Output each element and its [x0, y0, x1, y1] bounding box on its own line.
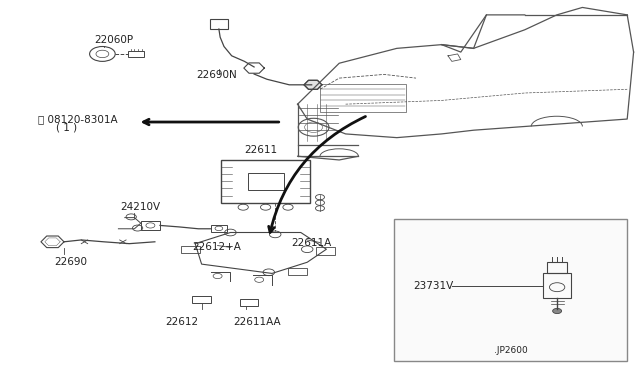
- Bar: [547, 262, 568, 273]
- Text: 22060P: 22060P: [95, 35, 134, 45]
- Text: 22690: 22690: [54, 257, 88, 267]
- Text: 22611A: 22611A: [291, 238, 332, 247]
- Text: 22611: 22611: [244, 145, 278, 155]
- Text: 24210V: 24210V: [120, 202, 161, 212]
- Text: 22611AA: 22611AA: [234, 317, 281, 327]
- Bar: [141, 221, 160, 230]
- Bar: [128, 51, 144, 57]
- Bar: [320, 84, 406, 112]
- Circle shape: [552, 308, 562, 314]
- Bar: [181, 246, 200, 253]
- Text: .JP2600: .JP2600: [493, 346, 527, 355]
- Text: Ⓑ 08120-8301A: Ⓑ 08120-8301A: [38, 114, 118, 124]
- Text: ( 1 ): ( 1 ): [56, 122, 77, 132]
- Bar: [543, 273, 572, 298]
- Bar: [248, 173, 284, 190]
- Text: 22612+A: 22612+A: [192, 243, 241, 252]
- Text: 22690N: 22690N: [196, 70, 237, 80]
- Text: 22612: 22612: [165, 317, 198, 327]
- Bar: [288, 268, 307, 275]
- Bar: [221, 160, 310, 203]
- Bar: [192, 296, 211, 303]
- Bar: [394, 219, 627, 361]
- Text: 23731V: 23731V: [413, 282, 453, 291]
- Polygon shape: [304, 80, 322, 89]
- Bar: [211, 225, 227, 232]
- Bar: [316, 247, 335, 255]
- Bar: [210, 19, 228, 29]
- Bar: [240, 299, 258, 306]
